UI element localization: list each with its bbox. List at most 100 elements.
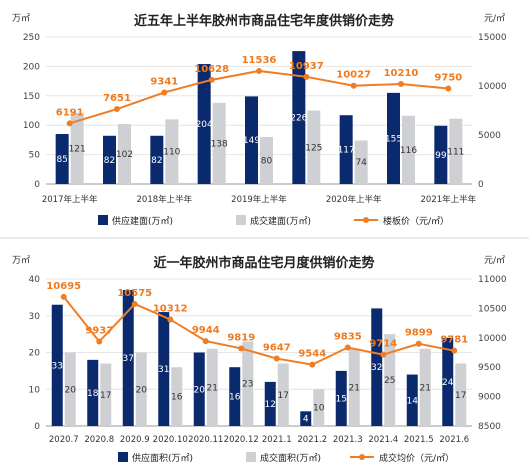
supply-value-label: 226 — [290, 114, 307, 124]
sold-value-label: 16 — [171, 393, 183, 403]
left-tick-label: 0 — [34, 422, 40, 432]
left-tick-label: 10 — [29, 385, 41, 395]
supply-bar — [442, 337, 454, 426]
legend-swatch-supply — [118, 452, 128, 462]
supply-bar — [122, 290, 134, 426]
supply-bar — [371, 308, 383, 426]
price-point — [445, 85, 452, 92]
x-tick-label: 2021.4 — [368, 435, 398, 445]
x-tick-label: 2020.11 — [188, 435, 223, 445]
supply-value-label: 31 — [158, 365, 169, 375]
chart-title: 近五年上半年胶州市商品住宅年度供销价走势 — [134, 13, 394, 29]
supply-value-label: 85 — [56, 155, 67, 165]
price-point — [350, 82, 357, 89]
right-tick-label: 15000 — [478, 33, 507, 43]
sold-value-label: 17 — [278, 391, 289, 401]
x-tick-label: 2020.9 — [120, 435, 150, 445]
right-tick-label: 10000 — [478, 82, 507, 92]
right-tick-label: 9000 — [478, 393, 501, 403]
sold-bar — [118, 124, 131, 184]
right-axis-unit: 元/㎡ — [484, 13, 505, 24]
sold-value-label: 17 — [455, 391, 466, 401]
price-value-label: 9835 — [334, 332, 362, 343]
price-point — [303, 73, 310, 80]
sold-bar — [307, 110, 321, 184]
supply-bar — [387, 92, 400, 184]
legend-label-sold: 成交面积(万㎡) — [260, 452, 321, 464]
sold-value-label: 111 — [447, 147, 464, 157]
supply-bar — [87, 359, 99, 426]
left-tick-label: 30 — [29, 312, 41, 322]
right-tick-label: 10000 — [478, 334, 507, 344]
price-point — [238, 345, 245, 352]
x-tick-label: 2021.2 — [297, 435, 327, 445]
supply-value-label: 16 — [229, 393, 241, 403]
price-point — [398, 80, 404, 87]
sold-bar — [277, 363, 289, 426]
price-point — [273, 355, 280, 362]
left-tick-label: 150 — [23, 92, 40, 102]
price-point — [202, 338, 209, 345]
chart-title: 近一年胶州市商品住宅月度供销价走势 — [153, 255, 374, 271]
sold-bar — [455, 363, 467, 426]
supply-bar — [264, 381, 276, 426]
sold-bar — [212, 102, 226, 184]
price-value-label: 7651 — [103, 93, 131, 104]
supply-value-label: 24 — [442, 378, 454, 388]
price-point — [60, 293, 67, 300]
monthly-chart: 近一年胶州市商品住宅月度供销价走势 万㎡ 元/㎡ 0 10 20 30 40 8500 9000 9… — [0, 237, 529, 464]
price-point — [256, 67, 262, 74]
x-tick-label: 2020.8 — [84, 435, 114, 445]
legend-label-price: 成交均价（元/㎡） — [379, 452, 454, 464]
right-tick-label: 11000 — [478, 275, 507, 285]
price-point — [161, 89, 168, 96]
sold-bar — [100, 363, 112, 426]
price-value-label: 9647 — [263, 343, 291, 354]
sold-bar — [354, 140, 368, 184]
price-point — [96, 338, 103, 345]
supply-bar — [197, 64, 211, 184]
legend-swatch-sold — [246, 452, 256, 462]
left-tick-label: 40 — [29, 275, 41, 285]
sold-bar — [419, 348, 431, 426]
legend-marker-price — [363, 217, 369, 223]
right-tick-label: 9500 — [478, 363, 501, 373]
price-value-label: 9750 — [434, 72, 462, 83]
price-value-label: 10695 — [46, 281, 81, 292]
price-value-label: 6191 — [56, 107, 84, 118]
supply-bar — [103, 135, 116, 184]
price-value-label: 10312 — [153, 303, 188, 314]
price-point — [131, 300, 138, 307]
right-axis-unit: 元/㎡ — [484, 255, 505, 266]
x-tick-label: 2021.6 — [439, 435, 469, 445]
left-tick-label: 100 — [23, 121, 40, 131]
price-line — [62, 296, 455, 366]
supply-value-label: 18 — [87, 389, 99, 399]
sold-value-label: 116 — [400, 146, 417, 156]
sold-value-label: 25 — [384, 376, 395, 386]
supply-value-label: 14 — [407, 396, 419, 406]
x-tick-label: 2018年上半年 — [137, 194, 193, 205]
price-value-label: 10628 — [194, 64, 229, 75]
left-axis-unit: 万㎡ — [12, 13, 30, 24]
supply-value-label: 82 — [151, 156, 162, 166]
legend-label-supply: 供应建面(万㎡) — [112, 215, 173, 227]
sold-value-label: 23 — [242, 380, 253, 390]
supply-value-label: 12 — [265, 400, 276, 410]
price-value-label: 9714 — [369, 339, 397, 350]
sold-bar — [402, 115, 415, 184]
legend-swatch-sold — [236, 215, 246, 225]
price-point — [208, 76, 215, 83]
left-tick-label: 20 — [29, 349, 41, 359]
supply-bar — [158, 312, 170, 426]
price-point — [451, 347, 458, 354]
supply-value-label: 32 — [371, 363, 382, 373]
sold-value-label: 102 — [116, 150, 133, 160]
price-point — [415, 340, 422, 347]
sold-value-label: 74 — [355, 158, 367, 168]
sold-value-label: 17 — [100, 391, 111, 401]
supply-bar — [339, 115, 353, 184]
sold-bar — [64, 352, 76, 426]
supply-bar — [434, 125, 448, 184]
